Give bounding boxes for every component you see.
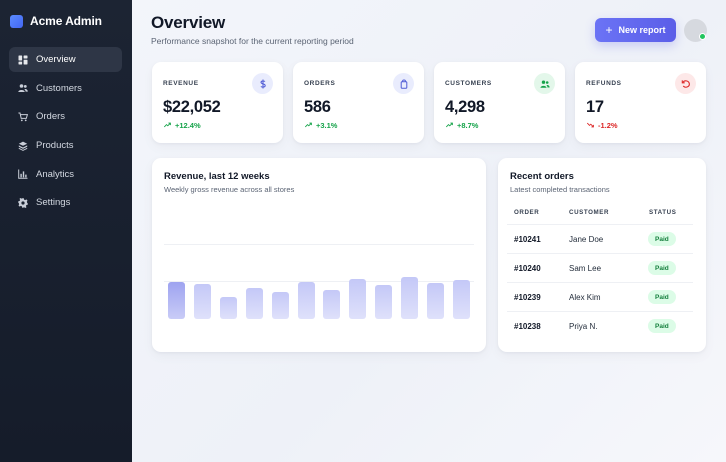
order-id: #10241 [514,235,541,244]
sidebar-item-customers[interactable]: Customers [9,76,122,101]
revenue-bar [349,279,367,319]
stat-label: CUSTOMERS [445,80,492,87]
new-report-button[interactable]: + New report [595,18,676,42]
table-row[interactable]: #10240 Sam Lee Paid [507,253,693,282]
sidebar-item-overview[interactable]: Overview [9,47,122,72]
column-header-order: ORDER [514,209,540,216]
sidebar-item-label: Customers [36,82,82,94]
chart-gridline [164,281,474,282]
chart-gridline [164,244,474,245]
box-icon [18,141,28,151]
stat-delta: +8.7% [445,121,479,130]
stat-delta-value: -1.2% [598,121,618,130]
stat-label: REVENUE [163,80,199,87]
stat-card-revenue: REVENUE $22,052 +12.4% [152,62,283,143]
status-badge: Paid [648,319,676,333]
brand[interactable]: Acme Admin [10,14,102,28]
page-subtitle: Performance snapshot for the current rep… [151,36,354,46]
stat-card-refunds: REFUNDS 17 -1.2% [575,62,706,143]
users-icon [18,83,28,93]
stat-delta-value: +12.4% [175,121,201,130]
new-report-label: New report [618,25,666,35]
column-header-status: STATUS [649,209,677,216]
page-title: Overview [151,13,226,32]
status-badge: Paid [648,290,676,304]
sidebar-item-label: Settings [36,197,71,209]
app-name: Acme Admin [30,14,102,28]
revenue-bar [245,287,263,319]
sidebar-item-analytics[interactable]: Analytics [9,162,122,187]
sidebar-item-label: Overview [36,54,76,65]
sidebar-item-settings[interactable]: Settings [9,190,122,215]
stat-delta-value: +8.7% [457,121,479,130]
sidebar: Acme Admin Overview Customers Orders Pro… [0,0,132,462]
sidebar-item-label: Analytics [36,168,75,180]
refresh-icon [675,73,696,94]
revenue-bar [375,285,393,319]
status-badge: Paid [648,261,676,275]
bag-icon [393,73,414,94]
column-header-customer: CUSTOMER [569,209,610,216]
trend-up-icon [304,121,312,130]
order-id: #10240 [514,264,541,273]
order-id: #10238 [514,322,541,331]
sidebar-item-orders[interactable]: Orders [9,104,122,129]
stat-value: 586 [304,98,331,116]
customer-name: Jane Doe [569,235,604,244]
customer-name: Alex Kim [569,293,601,302]
customer-name: Priya N. [569,322,598,331]
revenue-bar [323,290,341,319]
revenue-bar [194,283,212,319]
cart-icon [18,112,28,122]
order-id: #10239 [514,293,541,302]
trend-down-icon [586,121,594,130]
online-status-icon [699,33,706,40]
revenue-bar [271,291,289,319]
stat-value: 17 [586,98,604,116]
stat-value: 4,298 [445,98,485,116]
revenue-bar [220,297,238,319]
revenue-bar [297,282,315,319]
sidebar-nav: Overview Customers Orders Products Analy… [9,47,122,219]
table-row[interactable]: #10238 Priya N. Paid [507,311,693,340]
table-row[interactable]: #10241 Jane Doe Paid [507,224,693,253]
revenue-chart-card: Revenue, last 12 weeks Weekly gross reve… [152,158,486,352]
sidebar-item-label: Products [36,140,74,152]
trend-up-icon [445,121,453,130]
grid-icon [18,55,28,65]
stat-value: $22,052 [163,98,221,116]
stat-delta: +12.4% [163,121,201,130]
avatar[interactable] [684,19,707,42]
revenue-bar [400,276,418,319]
chart-title: Revenue, last 12 weeks [164,171,270,182]
revenue-bar-chart [152,158,486,352]
stat-label: REFUNDS [586,80,622,87]
sidebar-item-label: Orders [36,111,66,123]
revenue-bar [452,279,470,319]
chart-subtitle: Weekly gross revenue across all stores [164,185,295,194]
gear-icon [18,197,28,208]
stat-card-customers: CUSTOMERS 4,298 +8.7% [434,62,565,143]
bar-chart-icon [18,169,28,180]
orders-title: Recent orders [510,171,574,182]
stat-card-orders: ORDERS 586 +3.1% [293,62,424,143]
stat-delta: +3.1% [304,121,338,130]
revenue-bar [168,282,186,319]
table-row[interactable]: #10239 Alex Kim Paid [507,282,693,311]
recent-orders-card: Recent orders Latest completed transacti… [498,158,706,352]
sidebar-item-products[interactable]: Products [9,133,122,158]
status-badge: Paid [648,232,676,246]
logo-icon [10,14,23,28]
trend-up-icon [163,121,171,130]
plus-icon: + [605,23,613,37]
customer-name: Sam Lee [569,264,602,273]
stat-label: ORDERS [304,80,336,87]
dollar-icon [252,73,273,94]
users-icon [534,73,555,94]
orders-subtitle: Latest completed transactions [510,185,610,194]
revenue-bar [426,283,444,319]
stat-delta: -1.2% [586,121,618,130]
orders-table-header: ORDER CUSTOMER STATUS [498,209,706,223]
stat-delta-value: +3.1% [316,121,338,130]
